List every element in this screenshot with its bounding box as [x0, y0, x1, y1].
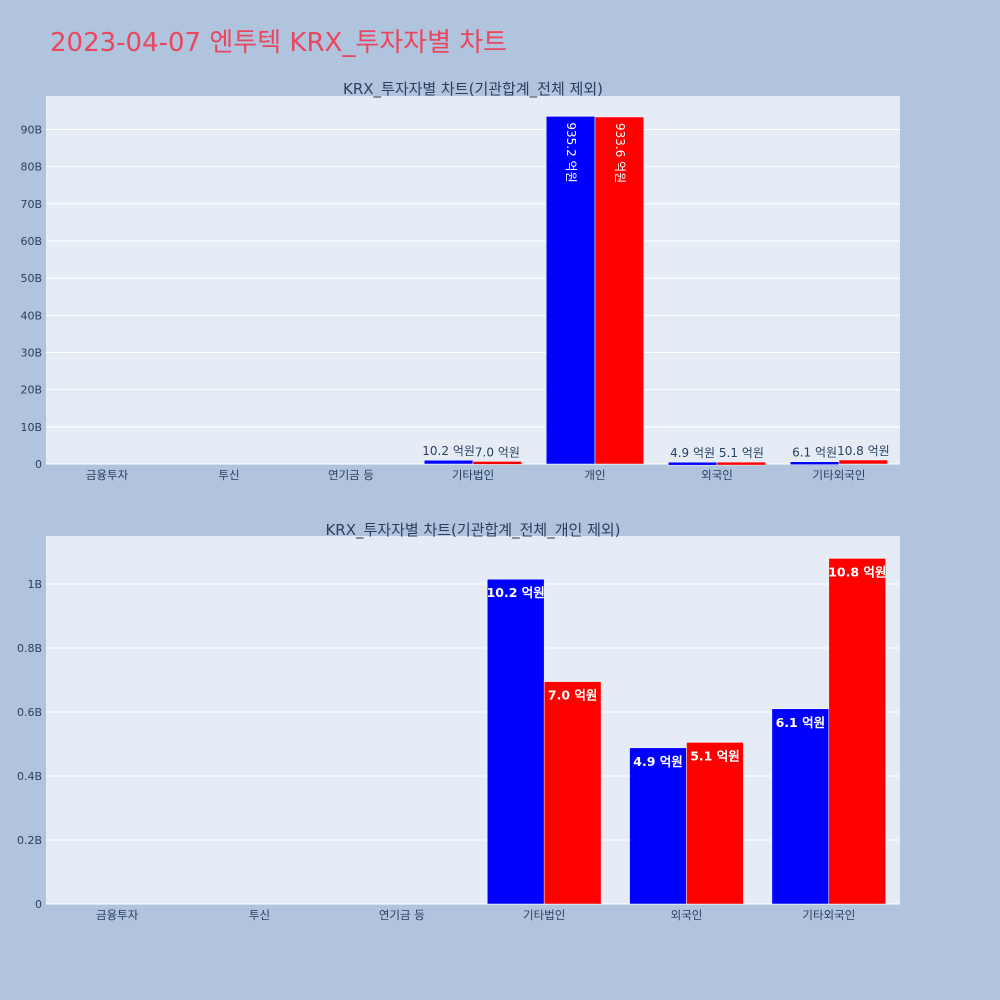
data-label: 4.9 억원 — [670, 446, 715, 460]
data-label: 6.1 억원 — [776, 715, 826, 730]
data-label: 10.2 억원 — [487, 585, 545, 600]
y-tick-label: 40B — [20, 309, 42, 322]
top-chart: 0 10B 20B 30B 40B 50B 60B 70B 80B 90B KRX_투자자별 차트(… — [20, 80, 900, 482]
data-label: 5.1 억원 — [719, 446, 764, 460]
y-tick-label: 80B — [20, 161, 42, 174]
plot-area — [46, 96, 900, 464]
bar — [594, 116, 645, 465]
x-tick-label: 개인 — [584, 468, 605, 482]
x-tick-label: 외국인 — [701, 468, 733, 482]
x-tick-label: 연기금 등 — [328, 468, 374, 482]
data-label: 7.0 억원 — [548, 688, 598, 703]
data-label: 10.2 억원 — [422, 444, 475, 458]
x-tick-label: 투신 — [249, 908, 270, 922]
data-label: 935.2 억원 — [564, 122, 578, 182]
y-tick-label: 0.8B — [17, 642, 42, 655]
x-tick-label: 기타법인 — [452, 468, 494, 482]
y-tick-label: 0.2B — [17, 834, 42, 847]
y-tick-label: 0 — [35, 898, 42, 911]
x-tick-label: 금융투자 — [96, 908, 139, 922]
data-label: 933.6 억원 — [613, 123, 627, 183]
y-tick-label: 70B — [20, 198, 42, 211]
x-tick-label: 기타외국인 — [802, 908, 855, 922]
x-tick-label: 외국인 — [671, 908, 703, 922]
data-label: 6.1 억원 — [792, 446, 837, 460]
chart-title: KRX_투자자별 차트(기관합계_전체_개인 제외) — [325, 521, 620, 540]
y-tick-label: 90B — [20, 123, 42, 136]
x-tick-label: 투신 — [218, 468, 239, 482]
y-tick-label: 10B — [20, 421, 42, 434]
data-label: 5.1 억원 — [690, 748, 740, 763]
bar — [472, 461, 523, 465]
bar — [838, 459, 889, 465]
y-tick-label: 1B — [27, 578, 42, 591]
bar — [545, 116, 596, 465]
y-tick-label: 20B — [20, 384, 42, 397]
bar — [486, 578, 545, 905]
x-tick-label: 기타법인 — [523, 908, 565, 922]
y-tick-label: 0 — [35, 458, 42, 471]
x-tick-label: 기타외국인 — [813, 468, 866, 482]
bar — [828, 558, 887, 905]
x-tick-label: 금융투자 — [86, 468, 129, 482]
chart-title: KRX_투자자별 차트(기관합계_전체 제외) — [343, 80, 603, 99]
bar — [543, 681, 602, 905]
y-tick-label: 60B — [20, 235, 42, 248]
y-tick-label: 50B — [20, 272, 42, 285]
y-tick-label: 30B — [20, 346, 42, 359]
bar — [716, 461, 767, 466]
plot-area — [46, 536, 900, 904]
x-tick-label: 연기금 등 — [379, 908, 425, 922]
data-label: 10.8 억원 — [828, 564, 886, 579]
data-label: 4.9 억원 — [633, 754, 683, 769]
bar — [686, 742, 744, 905]
bar — [771, 708, 830, 905]
y-tick-label: 0.4B — [17, 770, 42, 783]
bar — [629, 747, 687, 905]
page-title: 2023-04-07 엔투텍 KRX_투자자별 차트 — [50, 28, 508, 58]
data-label: 7.0 억원 — [475, 445, 520, 459]
y-tick-label: 0.6B — [17, 706, 42, 719]
data-label: 10.8 억원 — [837, 444, 890, 458]
